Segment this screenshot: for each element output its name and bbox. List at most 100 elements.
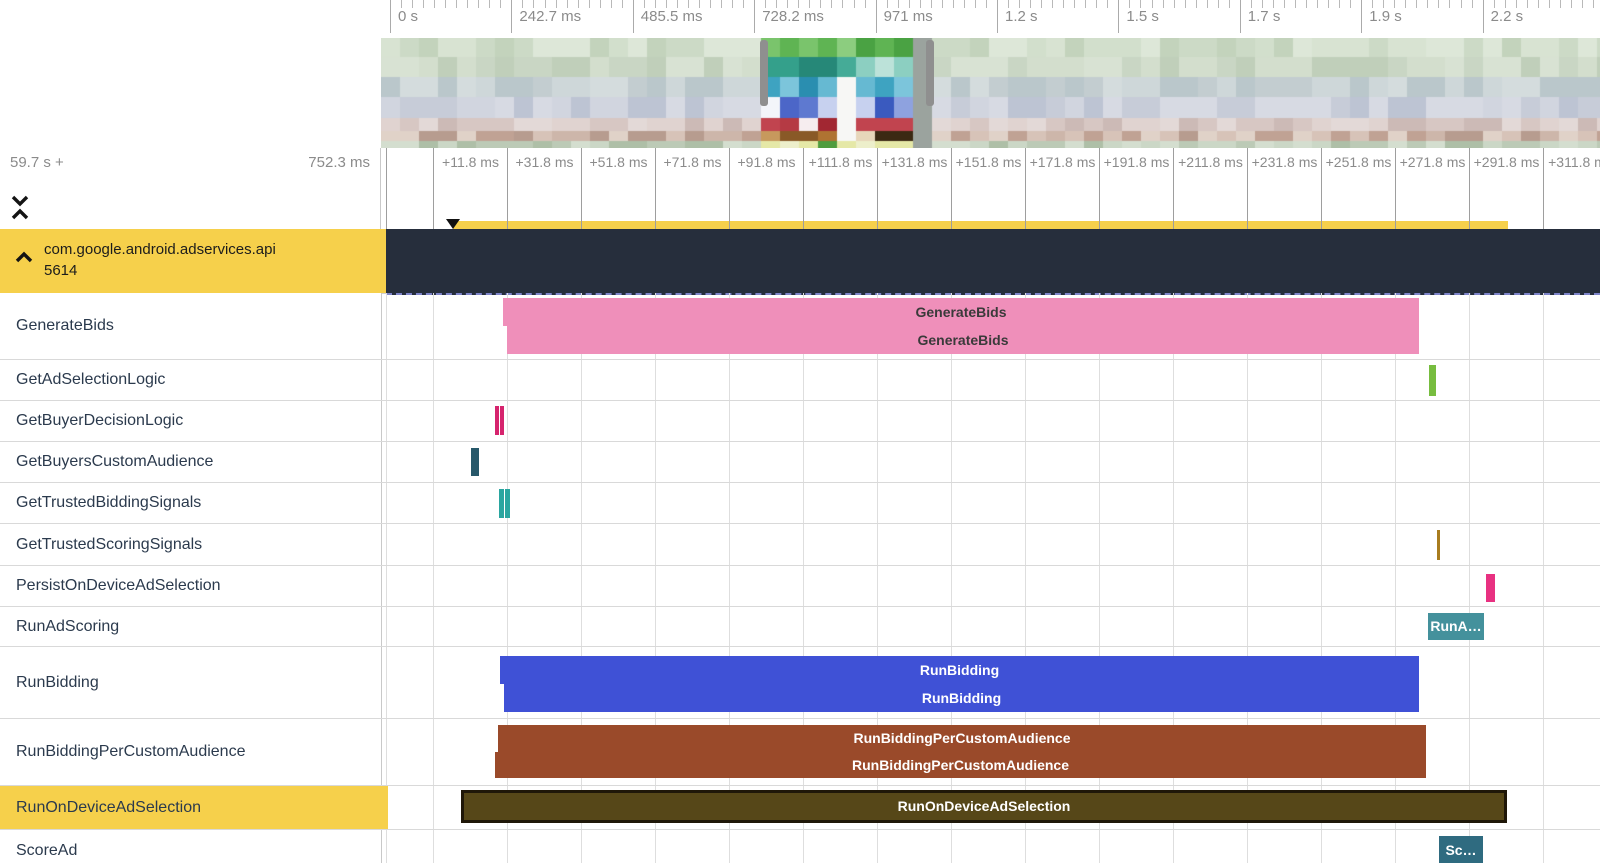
selection-marker-triangle[interactable] [446, 219, 460, 229]
detail-ruler[interactable]: +11.8 ms +31.8 ms +51.8 ms +71.8 ms +91.8 ms… [381, 148, 1600, 229]
offset-tick-label: +111.8 ms [808, 154, 873, 170]
chevron-up-icon[interactable] [10, 208, 30, 222]
grid-line [386, 148, 387, 229]
offset-tick-label: +71.8 ms [663, 154, 722, 170]
time-tick-label: 1.5 s [1126, 8, 1159, 25]
minor-tick [1515, 0, 1517, 8]
process-track-header[interactable]: com.google.android.adservices.api 5614 [0, 229, 386, 293]
minor-tick [864, 0, 866, 8]
track-lane[interactable]: Sc… [382, 830, 1600, 863]
track-label-GetBuyersCustomAudience[interactable]: GetBuyersCustomAudience [0, 442, 382, 482]
marker-GetTrustedBiddingSignals[interactable] [505, 489, 510, 518]
major-tick [997, 0, 998, 33]
track-label-RunOnDeviceAdSelection[interactable]: RunOnDeviceAdSelection [0, 786, 388, 829]
track-label-GenerateBids[interactable]: GenerateBids [0, 293, 382, 359]
track-lane[interactable] [382, 566, 1600, 606]
major-tick [1239, 0, 1241, 33]
minor-tick [434, 0, 436, 8]
track-label-GetBuyerDecisionLogic[interactable]: GetBuyerDecisionLogic [0, 401, 382, 441]
minor-tick [1030, 0, 1032, 8]
minor-tick [401, 0, 403, 8]
chevron-down-icon[interactable] [10, 193, 30, 207]
marker-GetTrustedScoringSignals[interactable] [1437, 530, 1440, 560]
track-label-RunAdScoring[interactable]: RunAdScoring [0, 607, 382, 646]
minor-tick [765, 0, 767, 8]
track-lane[interactable]: GenerateBids GenerateBids [382, 293, 1600, 359]
screenshot-minimap[interactable] [381, 38, 1600, 148]
marker-PersistOnDeviceAdSelection[interactable] [1486, 574, 1495, 602]
track-lane[interactable] [382, 442, 1600, 482]
track-row: RunAdScoring RunA… [0, 607, 1600, 647]
minor-tick [1471, 0, 1473, 8]
minor-tick [798, 0, 800, 8]
track-lane[interactable]: RunOnDeviceAdSelection [388, 786, 1600, 829]
track-lane[interactable]: RunBidding RunBidding [382, 647, 1600, 718]
marker-RunA…[interactable]: RunA… [1428, 613, 1484, 640]
marker-GenerateBids[interactable]: GenerateBids [507, 326, 1419, 354]
minor-tick [743, 0, 745, 8]
major-tick [754, 0, 756, 33]
grid-line [729, 148, 730, 229]
minor-tick [467, 0, 469, 8]
minor-tick [456, 0, 458, 8]
timeline-ruler[interactable]: 0 s 242.7 ms 485.5 ms 728.2 ms 971 ms 1.2 s 1.… [381, 0, 1600, 33]
marker-GenerateBids[interactable]: GenerateBids [503, 298, 1419, 326]
marker-RunBiddingPerCustomAudience[interactable]: RunBiddingPerCustomAudience [495, 752, 1426, 778]
grid-line [655, 148, 656, 229]
track-label-PersistOnDeviceAdSelection[interactable]: PersistOnDeviceAdSelection [0, 566, 382, 606]
selection-handle-left[interactable] [760, 40, 768, 106]
minor-tick [412, 0, 414, 8]
marker-GetBuyerDecisionLogic[interactable] [500, 406, 504, 435]
track-label-GetTrustedBiddingSignals[interactable]: GetTrustedBiddingSignals [0, 483, 382, 523]
offset-tick-label: +131.8 ms [881, 154, 948, 170]
major-tick [1361, 0, 1363, 33]
marker-RunBiddingPerCustomAudience[interactable]: RunBiddingPerCustomAudience [498, 725, 1426, 752]
track-lane[interactable] [382, 524, 1600, 565]
track-row: ScoreAd Sc… [0, 830, 1600, 863]
marker-GetTrustedBiddingSignals[interactable] [499, 489, 504, 518]
minor-tick [1019, 0, 1021, 8]
minor-tick [555, 0, 557, 8]
minor-tick [1173, 0, 1175, 8]
track-label-ScoreAd[interactable]: ScoreAd [0, 830, 382, 863]
marker-GetBuyersCustomAudience[interactable] [471, 448, 479, 476]
track-row: RunBiddingPerCustomAudience RunBiddingPer… [0, 719, 1600, 786]
minor-tick [1394, 0, 1396, 8]
time-tick-label: 2.2 s [1490, 8, 1524, 25]
grid-line [1321, 148, 1322, 229]
track-label-GetAdSelectionLogic[interactable]: GetAdSelectionLogic [0, 360, 382, 400]
track-lane[interactable] [382, 483, 1600, 523]
minor-tick [588, 0, 590, 8]
minor-tick [886, 0, 888, 8]
minor-tick [1427, 0, 1429, 8]
minor-tick [423, 0, 425, 8]
track-lane[interactable] [382, 360, 1600, 400]
track-lane[interactable]: RunBiddingPerCustomAudience RunBiddingPer… [382, 719, 1600, 785]
track-row: GetBuyersCustomAudience [0, 442, 1600, 483]
marker-GetAdSelectionLogic[interactable] [1429, 365, 1436, 396]
track-lane[interactable]: RunA… [382, 607, 1600, 646]
selection-handle-right[interactable] [926, 40, 934, 106]
marker-RunBidding[interactable]: RunBidding [504, 684, 1419, 712]
process-track-area[interactable] [386, 229, 1600, 295]
track-label-RunBiddingPerCustomAudience[interactable]: RunBiddingPerCustomAudience [0, 719, 382, 785]
minor-tick [699, 0, 701, 8]
minor-tick [500, 0, 502, 8]
track-label-GetTrustedScoringSignals[interactable]: GetTrustedScoringSignals [0, 524, 382, 565]
track-label-RunBidding[interactable]: RunBidding [0, 647, 382, 718]
minor-tick [1162, 0, 1164, 8]
minor-tick [1449, 0, 1451, 8]
collapse-chevron-icon[interactable] [14, 251, 34, 264]
track-row: GetTrustedBiddingSignals [0, 483, 1600, 524]
grid-line [951, 148, 952, 229]
offset-tick-label: +311.8 ms [1548, 154, 1600, 170]
offset-tick-label: +151.8 ms [955, 154, 1022, 170]
marker-GetBuyerDecisionLogic[interactable] [495, 406, 499, 435]
marker-RunBidding[interactable]: RunBidding [500, 656, 1419, 684]
selection-range-bar[interactable] [453, 221, 1508, 229]
track-lane[interactable] [382, 401, 1600, 441]
marker-Sc…[interactable]: Sc… [1439, 836, 1483, 863]
marker-RunOnDeviceAdSelection[interactable]: RunOnDeviceAdSelection [461, 790, 1507, 823]
time-tick-label: 971 ms [883, 8, 933, 25]
minor-tick [687, 0, 689, 8]
